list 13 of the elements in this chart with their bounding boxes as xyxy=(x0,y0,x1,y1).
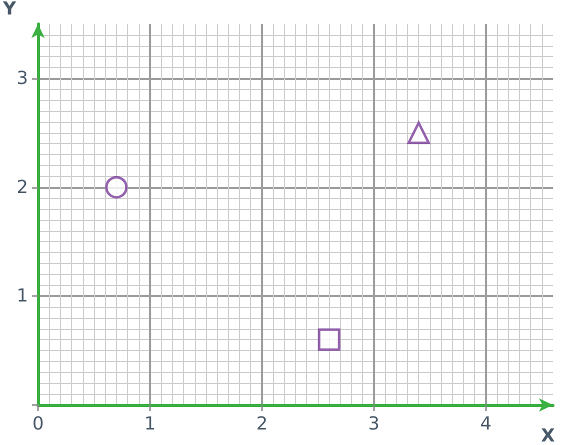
y-tick-label: 3 xyxy=(16,68,28,89)
point xyxy=(407,122,430,144)
y-axis-title: Y xyxy=(2,0,17,20)
y-tick-label: 2 xyxy=(16,176,28,198)
x-tick-label: 2 xyxy=(256,414,268,434)
x-axis-title: X xyxy=(541,426,555,445)
point xyxy=(105,176,128,199)
x-tick-label: 0 xyxy=(32,414,44,434)
x-tick-label: 1 xyxy=(144,414,156,434)
x-tick-label: 4 xyxy=(480,414,492,434)
x-tick-label: 3 xyxy=(368,414,380,434)
y-tick-label: 1 xyxy=(16,286,28,307)
point xyxy=(318,328,340,351)
